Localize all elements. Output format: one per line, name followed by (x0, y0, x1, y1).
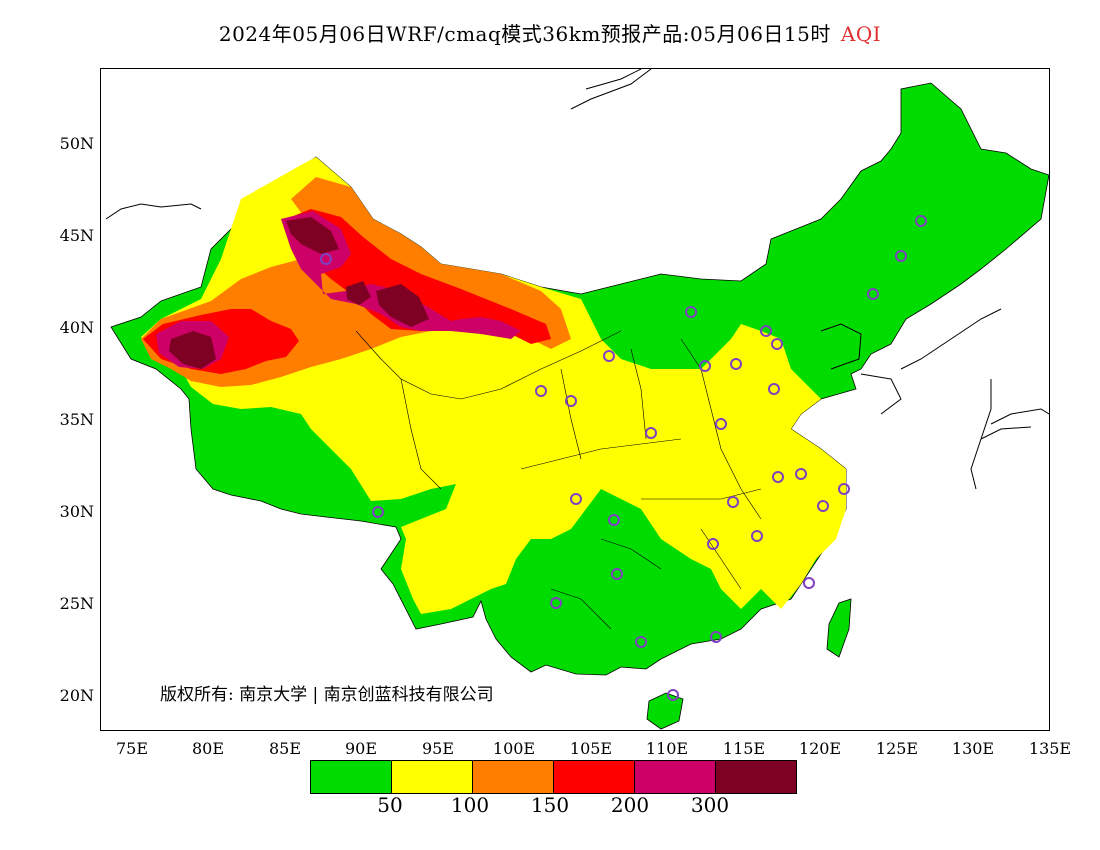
lat-label-25n: 25N (59, 594, 94, 613)
lon-label-130e: 130E (951, 739, 995, 758)
region-hazardous-center (346, 281, 429, 327)
legend-swatch-usg (472, 761, 553, 793)
lon-label-90e: 90E (344, 739, 378, 758)
lon-label-85e: 85E (268, 739, 302, 758)
legend-label-50: 50 (377, 793, 403, 817)
lat-label-45n: 45N (59, 226, 94, 245)
region-hazardous-north (286, 217, 339, 254)
lat-label-50n: 50N (59, 134, 94, 153)
lon-label-120e: 120E (798, 739, 842, 758)
lon-label-100e: 100E (492, 739, 536, 758)
lon-label-110e: 110E (645, 739, 689, 758)
legend-label-100: 100 (450, 793, 490, 817)
map-panel (100, 68, 1050, 731)
region-hainan (646, 692, 684, 730)
title-product: AQI (840, 22, 882, 46)
province-borders (355, 330, 762, 630)
region-taiwan (826, 598, 852, 658)
legend-label-150: 150 (530, 793, 570, 817)
lon-label-75e: 75E (115, 739, 149, 758)
lat-label-35n: 35N (59, 410, 94, 429)
legend-swatch-hazardous (715, 761, 796, 793)
lon-label-125e: 125E (875, 739, 919, 758)
legend-swatch-very-unhealthy (634, 761, 715, 793)
region-hazardous (169, 331, 216, 369)
lon-label-115e: 115E (722, 739, 766, 758)
lon-label-80e: 80E (191, 739, 225, 758)
lon-label-135e: 135E (1028, 739, 1072, 758)
region-moderate (141, 157, 846, 614)
lon-label-95e: 95E (421, 739, 455, 758)
copyright-text: 版权所有: 南京大学 | 南京创蓝科技有限公司 (160, 685, 494, 705)
legend-label-200: 200 (610, 793, 650, 817)
legend-label-300: 300 (690, 793, 730, 817)
title-main: 2024年05月06日WRF/cmaq模式36km预报产品:05月06日15时 (218, 22, 831, 46)
lon-label-105e: 105E (569, 739, 613, 758)
lat-label-40n: 40N (59, 318, 94, 337)
lat-label-30n: 30N (59, 502, 94, 521)
station-markers (320, 215, 927, 701)
map-title: 2024年05月06日WRF/cmaq模式36km预报产品:05月06日15时 A… (0, 18, 1100, 47)
region-very-unhealthy-north (281, 211, 521, 339)
legend-swatch-unhealthy (553, 761, 634, 793)
coastline (105, 69, 1049, 490)
region-unhealthy-north (286, 209, 551, 344)
aqi-legend (310, 760, 797, 794)
lat-label-20n: 20N (59, 686, 94, 705)
legend-swatch-good (311, 761, 391, 793)
aqi-map (105, 69, 1049, 730)
legend-swatch-moderate (391, 761, 472, 793)
